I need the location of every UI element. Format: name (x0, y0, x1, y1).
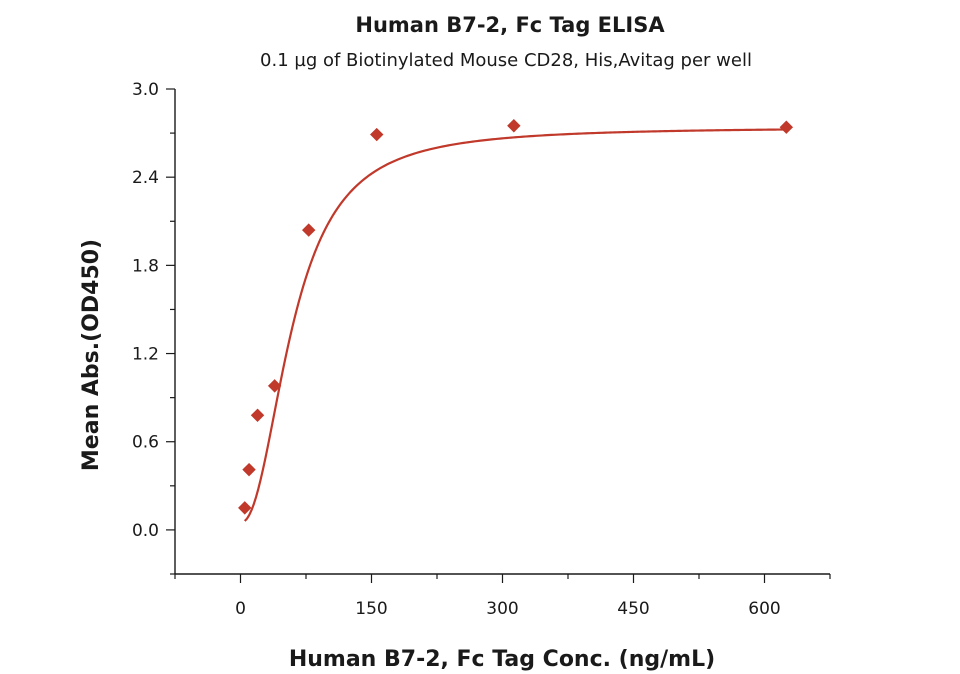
data-point (779, 120, 794, 134)
data-points-layer (238, 119, 794, 515)
x-axis: 0 150 300 450 600 (174, 573, 831, 619)
y-tick-label: 3.0 (132, 80, 159, 100)
x-axis-label: Human B7-2, Fc Tag Conc. (ng/mL) (289, 647, 715, 672)
data-point (370, 127, 384, 142)
x-tick-label: 300 (486, 599, 518, 619)
x-tick-label: 600 (748, 599, 780, 619)
data-point (507, 119, 521, 133)
plot-area (238, 119, 794, 522)
chart-subtitle: 0.1 µg of Biotinylated Mouse CD28, His,A… (260, 50, 752, 71)
chart-title: Human B7-2, Fc Tag ELISA (355, 13, 665, 37)
y-tick-label: 0.6 (132, 433, 159, 453)
y-tick-label: 1.8 (132, 256, 159, 276)
fit-curve (243, 128, 787, 522)
y-tick-label: 1.2 (132, 345, 159, 365)
x-tick-label: 150 (355, 599, 387, 619)
x-tick-label: 450 (617, 599, 649, 619)
y-axis: 0.0 0.6 1.2 1.8 2.4 3.0 (132, 80, 176, 575)
fit-curve-layer (243, 128, 787, 522)
x-tick-label: 0 (235, 599, 246, 619)
data-point (267, 379, 282, 393)
data-point (238, 501, 252, 515)
data-point (302, 223, 316, 237)
data-point (242, 462, 256, 477)
y-axis-label: Mean Abs.(OD450) (79, 239, 104, 471)
y-tick-label: 2.4 (132, 168, 159, 188)
data-point (250, 408, 265, 422)
y-tick-label: 0.0 (132, 521, 159, 541)
